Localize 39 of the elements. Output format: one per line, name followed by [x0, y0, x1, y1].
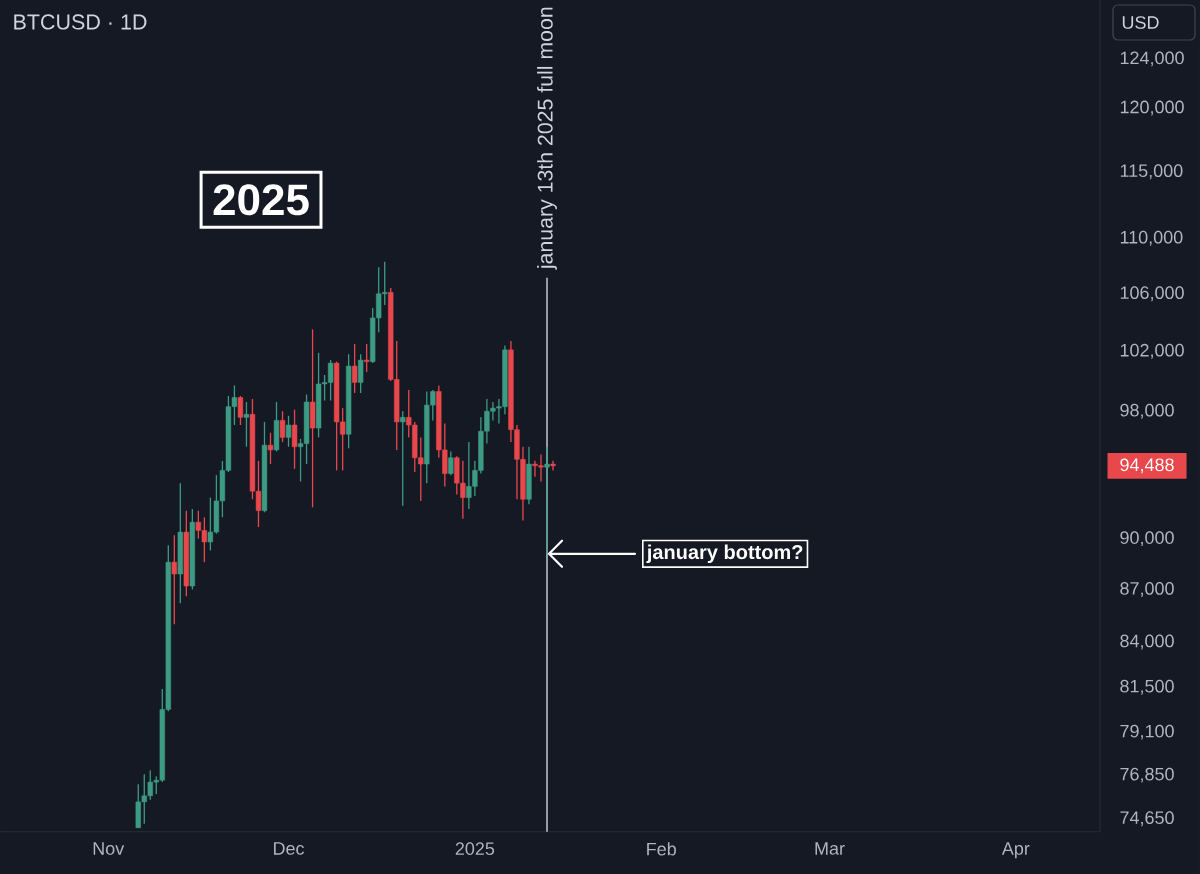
candlestick — [364, 343, 370, 373]
candlestick — [267, 432, 274, 465]
x-tick-label: Dec — [274, 842, 305, 855]
text: 94,488 — [1120, 458, 1174, 474]
candlestick — [171, 534, 177, 625]
x-tick-label: 2025 — [455, 842, 495, 855]
y-tick-label: 98,000 — [1120, 403, 1174, 419]
x-tick-label: Apr — [1001, 842, 1030, 859]
y-tick-label: 110,000 — [1120, 230, 1183, 246]
y-tick-label: 79,100 — [1120, 724, 1174, 740]
candlestick — [448, 450, 454, 476]
text: BTCUSD · 1D — [14, 14, 147, 30]
y-tick-label: 102,000 — [1120, 343, 1184, 359]
candlestick — [358, 353, 364, 394]
y-tick-label: 74,650 — [1120, 811, 1174, 827]
x-tick-label: Feb — [647, 842, 676, 856]
candlestick — [243, 401, 250, 448]
candlestick — [352, 343, 358, 394]
y-tick-label: 87,000 — [1120, 582, 1174, 597]
y-tick-label: 81,500 — [1120, 679, 1174, 695]
y-tick-label: 120,000 — [1120, 100, 1184, 116]
candlestick — [285, 415, 292, 448]
annotation: 2025 — [213, 184, 309, 216]
y-tick-label: 115,000 — [1120, 164, 1183, 180]
candlestick — [544, 446, 550, 555]
y-tick-label: 76,850 — [1120, 767, 1174, 783]
x-tick-label: Mar — [815, 842, 845, 855]
x-tick-label: Nov — [93, 842, 125, 855]
y-tick-label: 124,000 — [1120, 51, 1184, 67]
candlestick — [237, 395, 244, 426]
text: USD — [1122, 16, 1159, 29]
y-tick-label: 84,000 — [1120, 634, 1174, 650]
y-tick-label: 90,000 — [1120, 531, 1174, 547]
ref-line-label: january 13th 2025 full moon — [537, 7, 557, 270]
annotation: january bottom? — [646, 544, 803, 564]
candlestick — [291, 409, 298, 470]
y-tick-label: 106,000 — [1120, 286, 1184, 302]
candlestick — [279, 410, 286, 443]
candlestick — [400, 410, 406, 507]
